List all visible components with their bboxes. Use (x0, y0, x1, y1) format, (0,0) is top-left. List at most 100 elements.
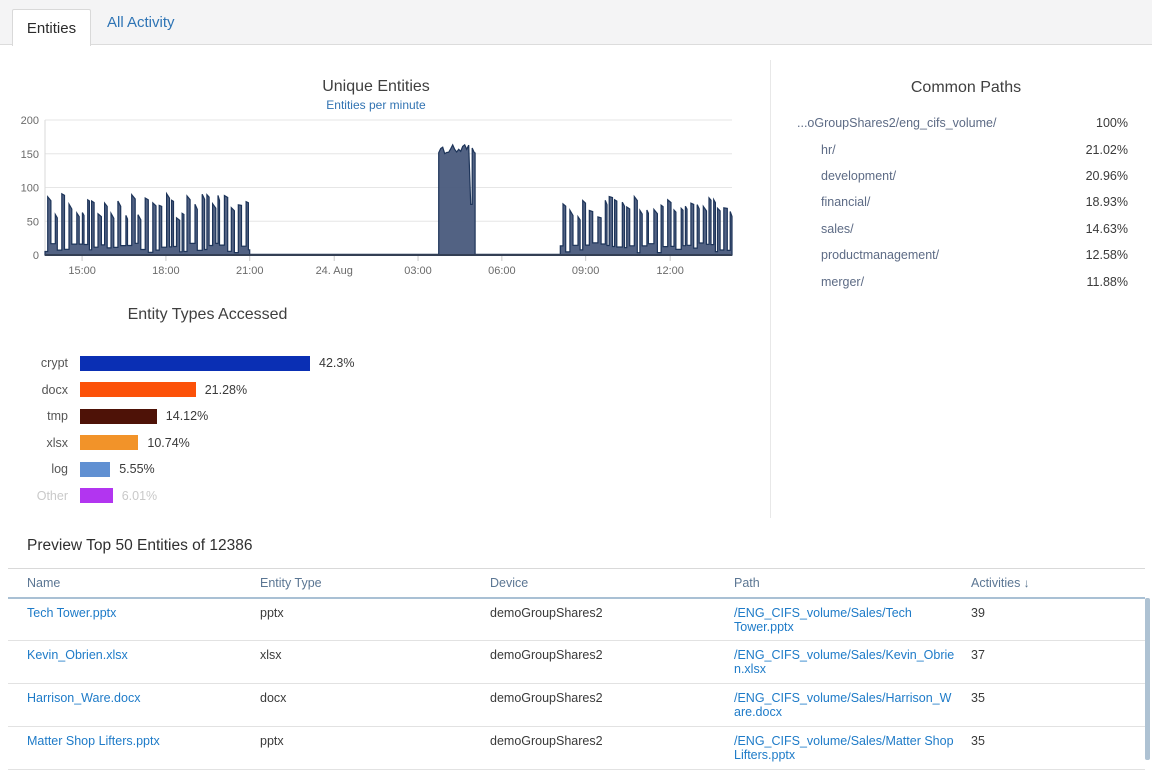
bar-value-label: 6.01% (121, 488, 158, 503)
column-header-label: Name (27, 575, 61, 590)
bar-docx (80, 382, 196, 398)
x-tick-label: 21:00 (236, 265, 264, 277)
x-tick-label: 06:00 (488, 265, 516, 277)
common-path-row: merger/11.88% (797, 268, 1128, 294)
column-header-label: Activities (971, 575, 1021, 590)
bar-other (80, 488, 113, 504)
column-header-label: Device (490, 575, 529, 590)
bar-value-label: 42.3% (319, 356, 355, 371)
bar-value-label: 10.74% (147, 435, 190, 450)
entity-types-title: Entity Types Accessed (127, 306, 288, 323)
bar-log (80, 461, 111, 477)
bar-value-label: 5.55% (119, 462, 155, 477)
common-paths-list: ...oGroupShares2/eng_cifs_volume/100% hr/… (797, 110, 1128, 295)
entity-path-link[interactable]: /ENG_CIFS_volume/Sales/Matter Shop Lifte… (734, 734, 954, 763)
entity-path-link[interactable]: /ENG_CIFS_volume/Sales/Harrison_Ware.doc… (734, 691, 952, 720)
common-paths-title: Common Paths (910, 79, 1022, 96)
y-tick-label: 0 (33, 250, 39, 262)
bar-category-label: tmp (47, 409, 68, 424)
common-path-label: development/ (821, 168, 897, 183)
preview-heading: Preview Top 50 Entities of 12386 (27, 537, 253, 554)
table-row: Harrison_Ware.docx docx demoGroupShares2/E… (8, 683, 1145, 727)
entities-table-header: Name Entity Type Device Path Activities ↓ (8, 568, 1145, 599)
common-path-label: ...oGroupShares2/eng_cifs_volume/ (797, 116, 997, 131)
common-path-percentage: 14.63% (1085, 221, 1128, 236)
device-cell: demoGroupShares2 (490, 597, 734, 641)
bar-row-tmp: tmp 14.12% (20, 403, 580, 430)
x-tick-label: 24. Aug (316, 265, 353, 277)
entity-name-link[interactable]: Kevin_Obrien.xlsx (27, 648, 128, 662)
device-cell: demoGroupShares2 (490, 726, 734, 770)
x-tick-label: 03:00 (404, 265, 432, 277)
bar-category-label: Other (36, 488, 68, 503)
y-tick-label: 100 (21, 183, 39, 195)
common-path-percentage: 11.88% (1086, 274, 1128, 289)
bar-row-log: log 5.55% (20, 456, 580, 483)
common-path-label: sales/ (821, 221, 854, 236)
entities-per-minute-series (44, 143, 733, 256)
entity-name-link[interactable]: Matter Shop Lifters.pptx (27, 734, 160, 748)
entity-name-link[interactable]: Tech Tower.pptx (27, 605, 117, 620)
bar-tmp (80, 408, 157, 424)
tab-entities[interactable]: Entities (12, 9, 91, 46)
bar-xlsx (80, 435, 139, 451)
column-header-label: Entity Type (260, 575, 322, 590)
common-path-row: ...oGroupShares2/eng_cifs_volume/100% (797, 110, 1128, 136)
column-header-name[interactable]: Name (8, 568, 260, 599)
bar-crypt (80, 355, 310, 371)
entity-path-link[interactable]: /ENG_CIFS_volume/Sales/Tech Tower.pptx (734, 605, 912, 634)
column-header-activities[interactable]: Activities ↓ (971, 568, 1145, 599)
common-path-row: hr/21.02% (797, 136, 1128, 162)
x-tick-label: 12:00 (656, 265, 684, 277)
entity-type-cell: docx (260, 683, 490, 727)
common-path-row: financial/18.93% (797, 189, 1128, 215)
x-tick-label: 09:00 (572, 265, 600, 277)
common-path-label: hr/ (821, 142, 836, 157)
activities-cell: 35 (971, 683, 1145, 727)
common-path-percentage: 12.58% (1085, 248, 1128, 263)
bar-row-crypt: crypt 42.3% (20, 350, 580, 377)
common-path-row: productmanagement/12.58% (797, 242, 1128, 268)
device-cell: demoGroupShares2 (490, 640, 734, 684)
entity-path-link[interactable]: /ENG_CIFS_volume/Sales/Kevin_Obrien.xlsx (734, 648, 955, 677)
common-path-label: productmanagement/ (821, 248, 940, 263)
y-tick-label: 200 (21, 115, 39, 127)
unique-entities-chart: 0 50 100 150 200 15:00 18:00 21:00 24. Aug 03:00 0… (21, 115, 733, 277)
column-header-entity-type[interactable]: Entity Type (260, 568, 490, 599)
column-header-label: Path (734, 575, 760, 590)
tab-bar: Entities All Activity (0, 0, 1152, 46)
entities-table-body: Tech Tower.pptx pptx demoGroupShares2/ENG_… (8, 597, 1145, 770)
device-cell: demoGroupShares2 (490, 683, 734, 727)
activities-cell: 39 (971, 597, 1145, 641)
unique-entities-title: Unique Entities (322, 78, 430, 95)
entity-type-cell: xlsx (260, 640, 490, 684)
entity-type-cell: pptx (260, 597, 490, 641)
column-header-path[interactable]: Path (734, 568, 971, 599)
bar-row-xlsx: xlsx 10.74% (20, 430, 580, 457)
entity-type-cell: pptx (260, 726, 490, 770)
bar-row-other: Other 6.01% (20, 483, 580, 510)
common-path-label: financial/ (821, 195, 871, 210)
bar-category-label: crypt (40, 356, 68, 371)
entities-table: Name Entity Type Device Path Activities ↓ Te… (8, 568, 1145, 770)
tab-all-activity[interactable]: All Activity (107, 14, 175, 31)
table-scrollbar-thumb[interactable] (1145, 598, 1150, 760)
table-row: Matter Shop Lifters.pptx pptx demoGroupSha… (8, 726, 1145, 770)
bar-row-docx: docx 21.28% (20, 377, 580, 404)
bar-value-label: 21.28% (204, 382, 248, 397)
bar-category-label: docx (41, 382, 68, 397)
sort-descending-icon: ↓ (1020, 575, 1030, 590)
bar-category-label: xlsx (46, 435, 68, 450)
entity-types-chart: crypt 42.3% docx 21.28% tmp 14.12% xlsx 10.74% l… (20, 350, 580, 509)
bar-category-label: log (51, 462, 68, 477)
bar-value-label: 14.12% (165, 409, 209, 424)
common-path-percentage: 100% (1096, 116, 1128, 131)
common-path-percentage: 20.96% (1085, 168, 1128, 183)
y-tick-label: 50 (27, 216, 39, 228)
column-header-device[interactable]: Device (490, 568, 734, 599)
y-tick-label: 150 (21, 149, 39, 161)
common-path-label: merger/ (821, 274, 865, 289)
common-path-row: sales/14.63% (797, 216, 1128, 242)
activities-cell: 35 (971, 726, 1145, 770)
entity-name-link[interactable]: Harrison_Ware.docx (27, 691, 141, 705)
